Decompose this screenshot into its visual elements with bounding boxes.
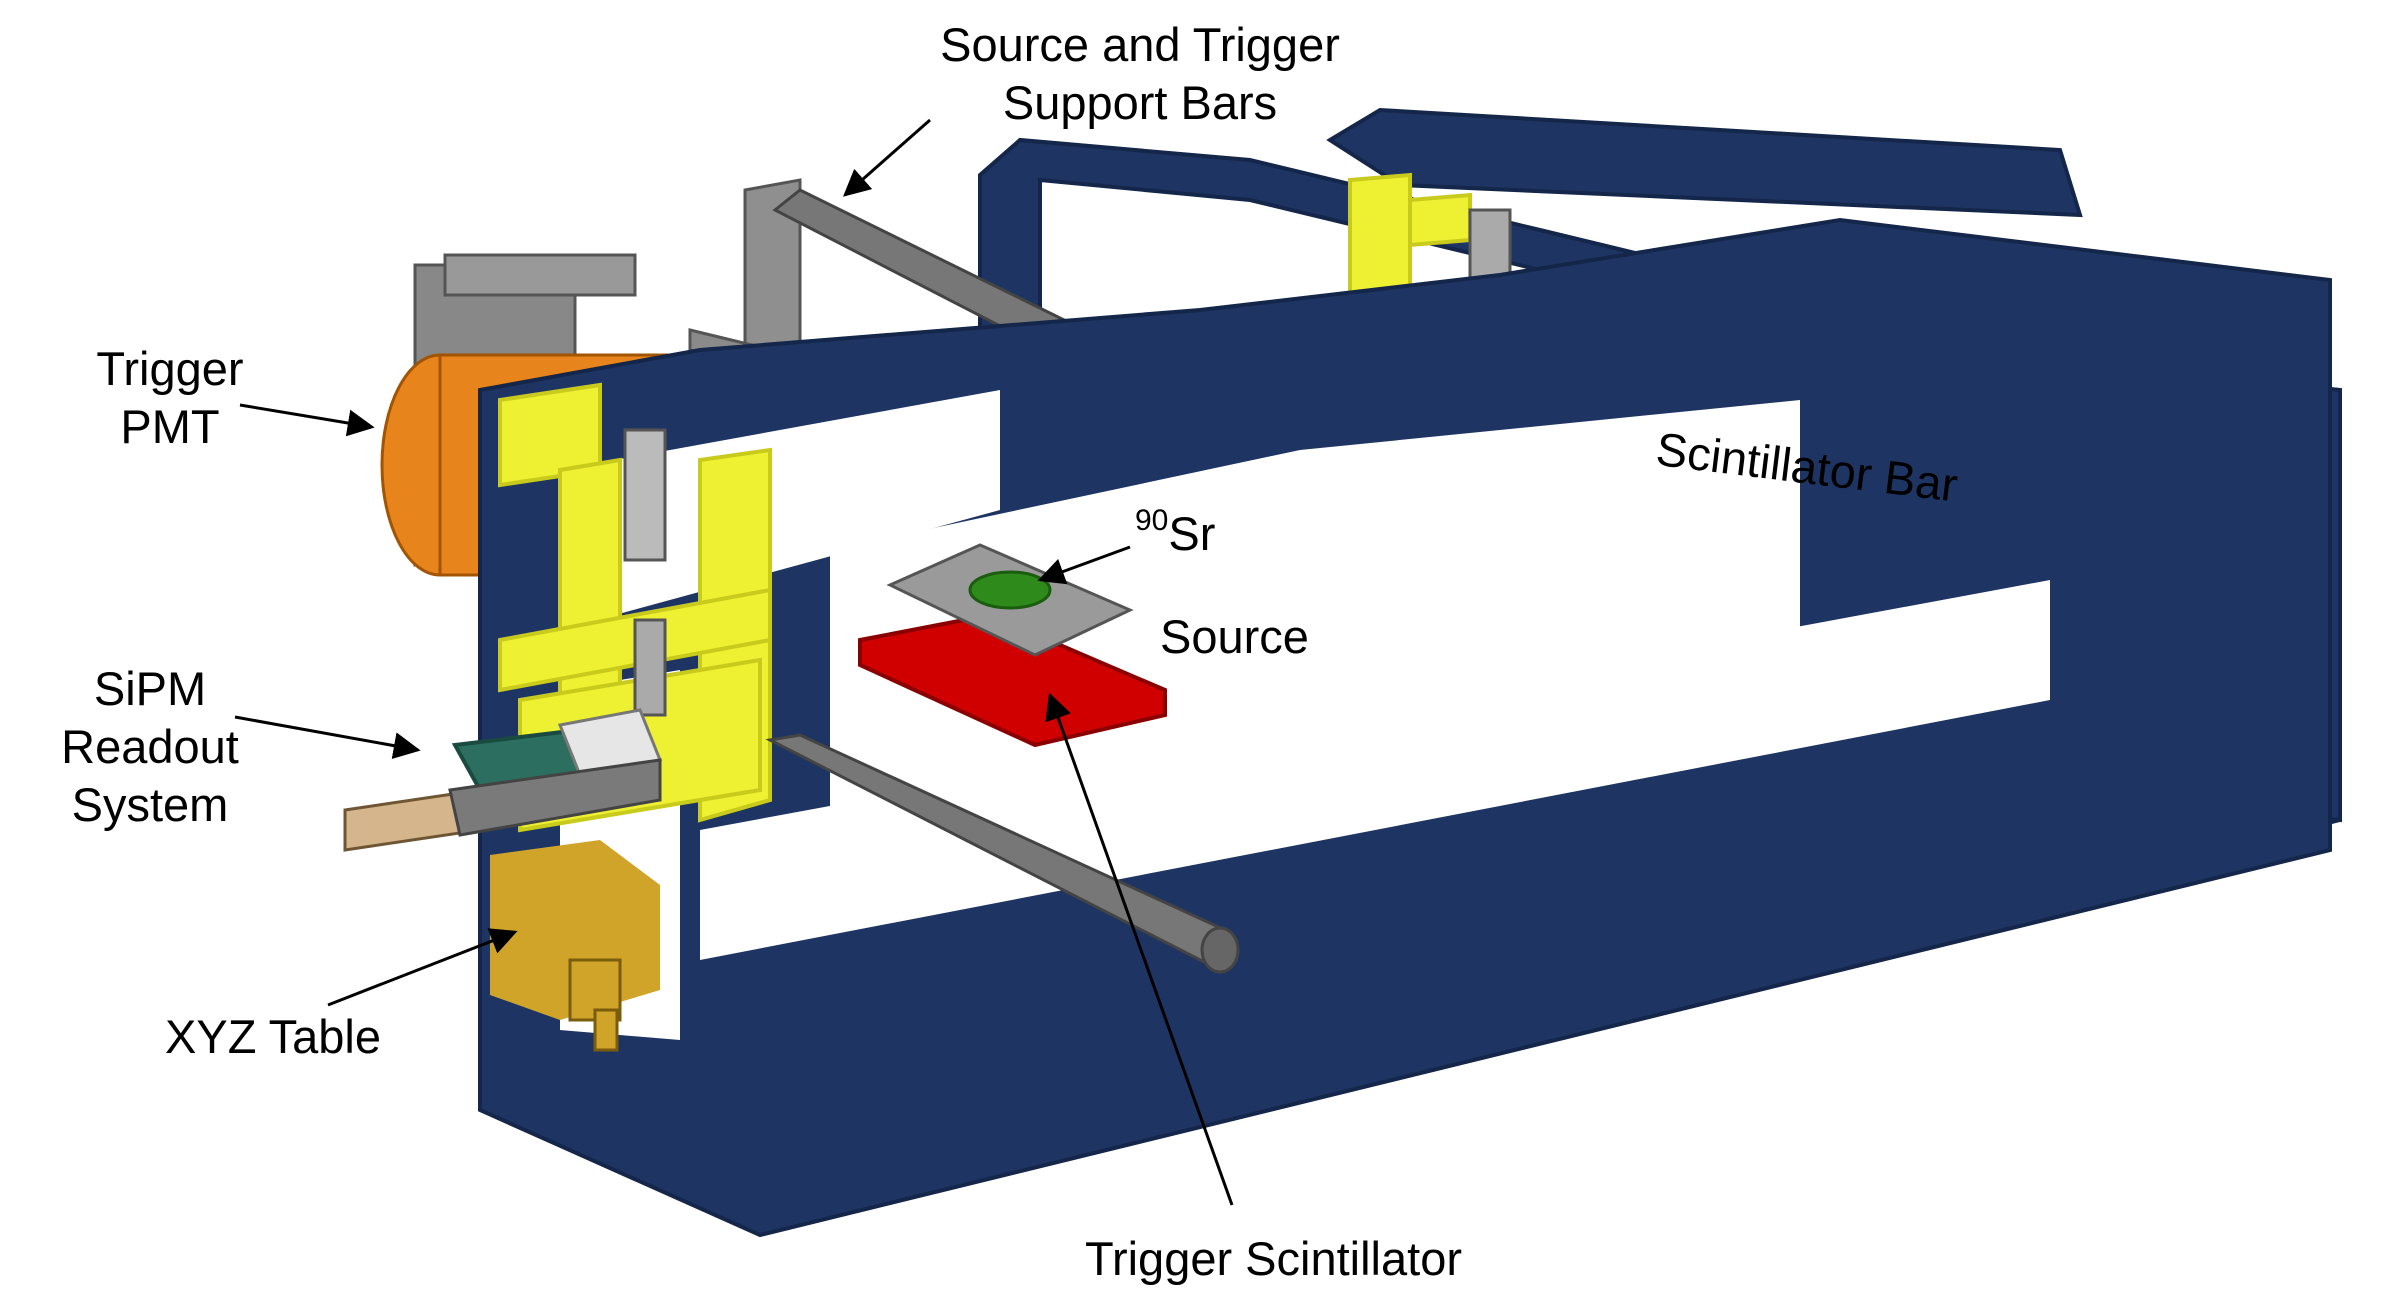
label-xyz-table: XYZ Table: [165, 1010, 381, 1063]
label-trigger-pmt-line1: Trigger: [96, 342, 244, 395]
arrow-trigger-pmt: [239, 403, 375, 437]
label-trigger-scintillator: Trigger Scintillator: [1085, 1232, 1462, 1285]
label-sr90-mass: 90: [1135, 504, 1169, 537]
xyz-table-shape: [490, 840, 660, 1052]
label-trigger-pmt-line2: PMT: [120, 400, 220, 453]
label-sipm-readout: SiPM Readout System: [30, 660, 270, 834]
label-support-bars-line2: Support Bars: [1002, 76, 1278, 129]
lower-support-rod: [765, 733, 1240, 974]
label-sipm-readout-line1: SiPM: [93, 662, 207, 715]
label-support-bars-line1: Source and Trigger: [940, 18, 1340, 71]
arrow-support-bars: [842, 118, 931, 197]
arrow-sr90-source: [1037, 545, 1131, 585]
label-sr90-symbol: Sr: [1168, 507, 1216, 560]
label-source: Source: [1160, 610, 1309, 663]
label-sipm-readout-line2: Readout: [61, 720, 239, 773]
arrow-sipm-readout: [234, 715, 421, 759]
source-holder: [886, 543, 1134, 657]
sipm-readout-system: [343, 708, 663, 852]
arrow-xyz-table: [327, 928, 518, 1007]
label-support-bars: Source and Trigger Support Bars: [900, 16, 1380, 132]
arrow-trigger-scintillator: [1045, 692, 1234, 1206]
label-trigger-pmt: Trigger PMT: [60, 340, 280, 456]
annotation-arrows: [234, 118, 1234, 1206]
label-sr90: 90Sr: [1135, 504, 1216, 570]
label-sipm-readout-line3: System: [71, 778, 229, 831]
